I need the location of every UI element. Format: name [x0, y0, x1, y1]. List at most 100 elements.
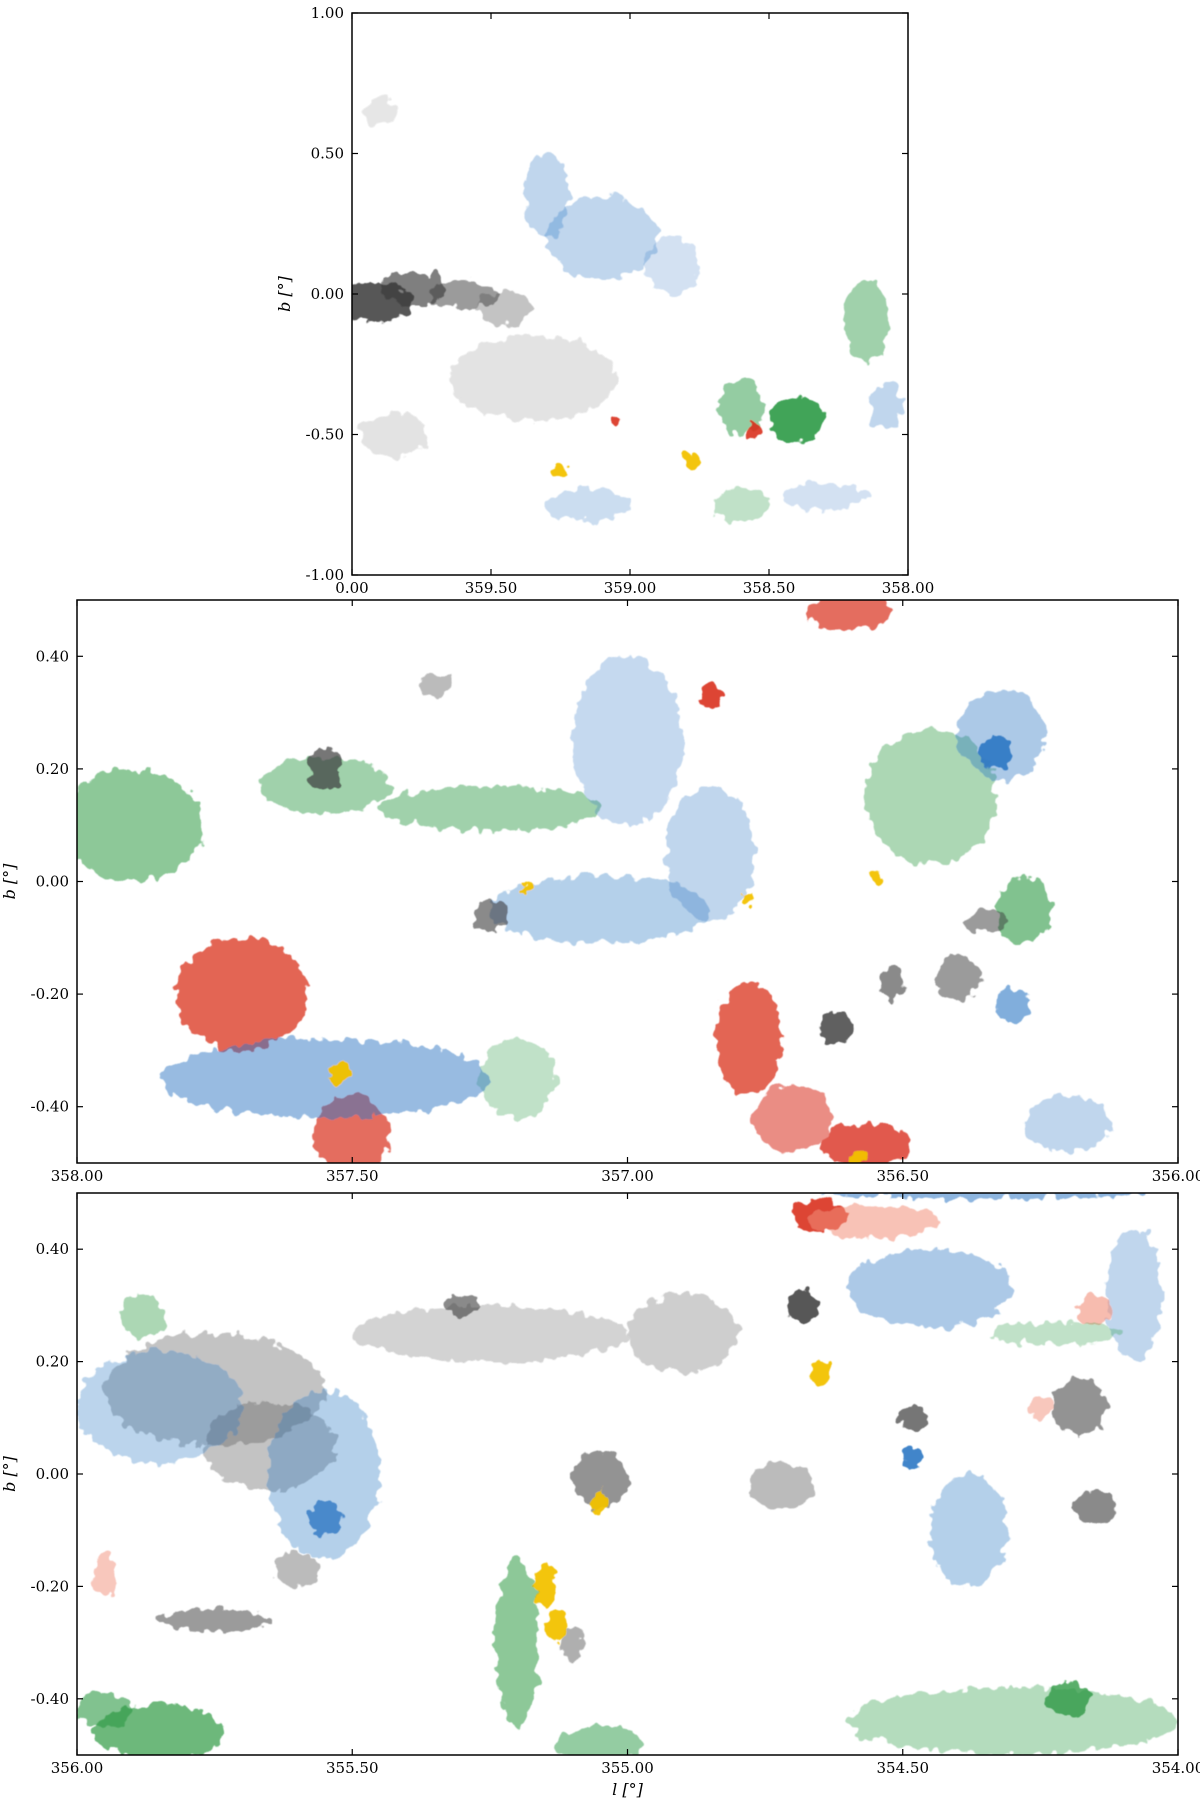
panel-1-y-axis-label: b [°]: [275, 275, 294, 312]
emission-blob-green: [990, 1322, 1123, 1345]
emission-blob-salmon: [809, 1204, 942, 1238]
emission-blob-blue: [666, 785, 755, 921]
panel-1-x-tick-label: 359.50: [465, 579, 518, 597]
emission-blob-blue: [996, 988, 1030, 1023]
emission-blob-green: [1045, 1681, 1090, 1716]
panel-3-x-tick-label: 355.00: [601, 1759, 654, 1777]
emission-blob-yellow: [743, 889, 755, 907]
emission-blob-blue: [524, 153, 569, 238]
panel-1-y-tick-label: 0.00: [311, 285, 344, 303]
emission-blob-yellow: [684, 451, 699, 474]
emission-blob-yellow: [594, 1490, 606, 1514]
emission-blob-blue: [930, 1474, 1008, 1587]
panel-2-y-tick-label: -0.20: [31, 985, 69, 1003]
panel-3: 356.00 355.50 355.00 354.50 354.00 0.40 …: [0, 1192, 1200, 1799]
emission-blob-blue: [979, 735, 1013, 769]
panel-3-x-tick-label: 356.00: [51, 1759, 104, 1777]
panel-1-y-tick-label: 0.50: [311, 145, 344, 163]
panel-3-y-tick-label: 0.20: [36, 1353, 69, 1371]
emission-blob-gray: [1051, 1378, 1107, 1435]
panel-1-y-tick-labels: 1.00 0.50 0.00 -0.50 -1.00: [306, 4, 344, 584]
panel-1: 0.00 359.50 359.00 358.50 358.00 1.00 0.…: [275, 4, 934, 597]
emission-blob-gray: [477, 291, 533, 325]
emission-blob-blue: [643, 237, 700, 294]
panel-3-y-tick-label: 0.00: [36, 1465, 69, 1483]
emission-blob-green: [379, 785, 600, 831]
emission-blob-gray: [360, 412, 428, 457]
panel-3-y-axis-label: b [°]: [0, 1455, 19, 1492]
panel-3-y-tick-label: -0.40: [31, 1690, 69, 1708]
emission-blob-gray: [418, 673, 452, 696]
emission-blob-blue: [489, 875, 711, 944]
panel-3-x-tick-labels: 356.00 355.50 355.00 354.50 354.00: [51, 1759, 1200, 1777]
emission-blob-green: [996, 875, 1052, 944]
emission-blob-gray: [627, 1294, 738, 1373]
panel-1-y-tick-label: -1.00: [306, 566, 344, 584]
emission-blob-gray: [449, 336, 617, 421]
emission-blob-green: [718, 378, 764, 435]
panel-2-y-axis-label: b [°]: [0, 863, 19, 900]
emission-blob-yellow: [809, 1361, 832, 1385]
emission-blob-yellow: [533, 1563, 556, 1609]
panel-2: 358.00 357.50 357.00 356.50 356.00 0.40 …: [0, 599, 1200, 1185]
emission-blob-yellow: [330, 1061, 353, 1085]
panel-2-y-tick-labels: 0.40 0.20 0.00 -0.20 -0.40: [31, 647, 69, 1115]
emission-blob-blue: [546, 195, 658, 280]
emission-blob-green: [847, 1687, 1178, 1755]
emission-blob-yellow: [869, 870, 881, 882]
panel-2-y-tick-label: 0.20: [36, 760, 69, 778]
emission-blob-salmon: [1029, 1395, 1052, 1418]
panel-2-x-tick-label: 357.50: [326, 1167, 379, 1185]
panel-2-emission: [77, 600, 1112, 1163]
panel-3-x-tick-label: 355.50: [326, 1759, 379, 1777]
emission-blob-green: [495, 1558, 540, 1727]
panel-3-ticks: [76, 1193, 1179, 1755]
emission-blob-green: [713, 487, 769, 522]
emission-blob-yellow: [847, 1151, 870, 1163]
emission-blob-gray: [379, 271, 447, 306]
emission-blob-red: [820, 1123, 909, 1163]
panel-2-y-tick-label: 0.00: [36, 873, 69, 891]
emission-blob-green: [864, 729, 997, 865]
emission-blob-gray: [820, 1010, 854, 1045]
panel-1-y-tick-label: -0.50: [306, 426, 344, 444]
panel-1-x-tick-label: 358.50: [743, 579, 796, 597]
emission-blob-gray: [572, 1451, 628, 1508]
emission-blob-red: [176, 937, 309, 1051]
panel-1-y-tick-label: 1.00: [311, 4, 344, 22]
emission-blob-blue: [957, 690, 1046, 781]
emission-blob-blue: [308, 1502, 342, 1536]
emission-blob-green: [77, 1693, 133, 1727]
emission-blob-green: [77, 768, 204, 882]
emission-blob-blue: [546, 487, 630, 522]
panel-1-x-tick-labels: 0.00 359.50 359.00 358.50 358.00: [335, 579, 934, 597]
emission-blob-red: [611, 414, 621, 427]
emission-blob-gray: [787, 1288, 821, 1323]
panel-3-x-axis-label: l [°]: [612, 1780, 643, 1799]
emission-blob-red: [754, 1084, 832, 1152]
panel-2-x-tick-labels: 358.00 357.50 357.00 356.50 356.00: [51, 1167, 1200, 1185]
panel-1-x-tick-label: 0.00: [335, 579, 368, 597]
emission-blob-gray: [445, 1294, 479, 1317]
emission-blob-green: [555, 1726, 645, 1755]
emission-blob-blue: [159, 1039, 490, 1118]
panel-3-x-tick-label: 354.00: [1152, 1759, 1200, 1777]
panel-1-x-tick-label: 358.00: [882, 579, 935, 597]
panel-3-y-tick-label: -0.20: [31, 1577, 69, 1595]
emission-blob-gray: [897, 1406, 931, 1430]
emission-blob-blue: [572, 656, 683, 826]
panel-2-x-tick-label: 358.00: [51, 1167, 104, 1185]
emission-blob-gray: [963, 909, 1008, 933]
emission-blob-gray: [748, 1462, 815, 1508]
emission-blob-red: [803, 600, 892, 629]
emission-blob-blue: [902, 1445, 925, 1469]
emission-blob-blue: [269, 1389, 380, 1559]
emission-blob-gray: [880, 965, 903, 1000]
emission-blob-blue: [869, 383, 903, 429]
panel-2-y-tick-label: -0.40: [31, 1098, 69, 1116]
panel-2-ticks: [76, 600, 1179, 1163]
emission-blob-red: [699, 684, 722, 707]
emission-blob-gray: [275, 1552, 320, 1587]
panel-2-x-tick-label: 357.00: [601, 1167, 654, 1185]
emission-blob-gray: [473, 898, 507, 933]
